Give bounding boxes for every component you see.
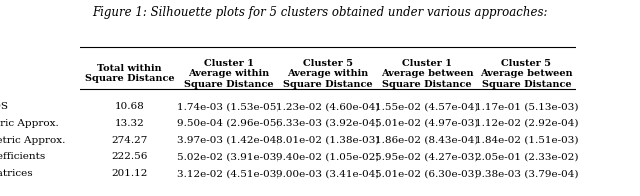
Text: Figure 1: Silhouette plots for 5 clusters obtained under various approaches:: Figure 1: Silhouette plots for 5 cluster… — [92, 6, 548, 19]
